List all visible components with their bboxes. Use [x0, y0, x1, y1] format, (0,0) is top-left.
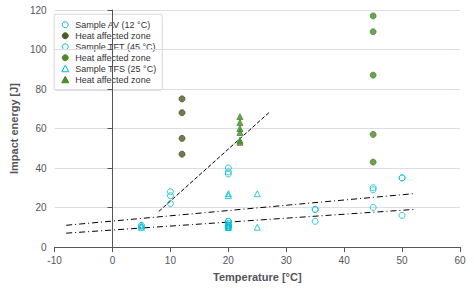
- svg-text:40: 40: [35, 163, 47, 174]
- svg-text:-10: -10: [47, 255, 62, 266]
- svg-text:30: 30: [281, 255, 293, 266]
- svg-text:10: 10: [165, 255, 177, 266]
- svg-text:0: 0: [41, 242, 47, 253]
- svg-text:100: 100: [30, 44, 47, 55]
- svg-text:Sample TFS (25 °C): Sample TFS (25 °C): [75, 64, 156, 74]
- svg-text:Impact energy [J]: Impact energy [J]: [8, 83, 20, 174]
- svg-text:Heat affected zone: Heat affected zone: [75, 74, 151, 85]
- svg-text:20: 20: [223, 255, 235, 266]
- svg-text:Temperature [°C]: Temperature [°C]: [213, 271, 302, 283]
- svg-text:80: 80: [35, 84, 47, 95]
- svg-text:Sample AV (12 °C): Sample AV (12 °C): [75, 19, 151, 30]
- svg-text:Heat affected zone: Heat affected zone: [75, 30, 151, 41]
- svg-text:60: 60: [454, 255, 466, 266]
- svg-text:60: 60: [35, 123, 47, 134]
- svg-text:50: 50: [397, 255, 409, 266]
- svg-text:Sample TFT (45 °C): Sample TFT (45 °C): [75, 42, 155, 52]
- svg-text:40: 40: [339, 255, 351, 266]
- svg-text:Heat affected zone: Heat affected zone: [75, 52, 151, 63]
- svg-text:0: 0: [110, 255, 116, 266]
- svg-text:20: 20: [35, 202, 47, 213]
- svg-text:120: 120: [30, 5, 47, 16]
